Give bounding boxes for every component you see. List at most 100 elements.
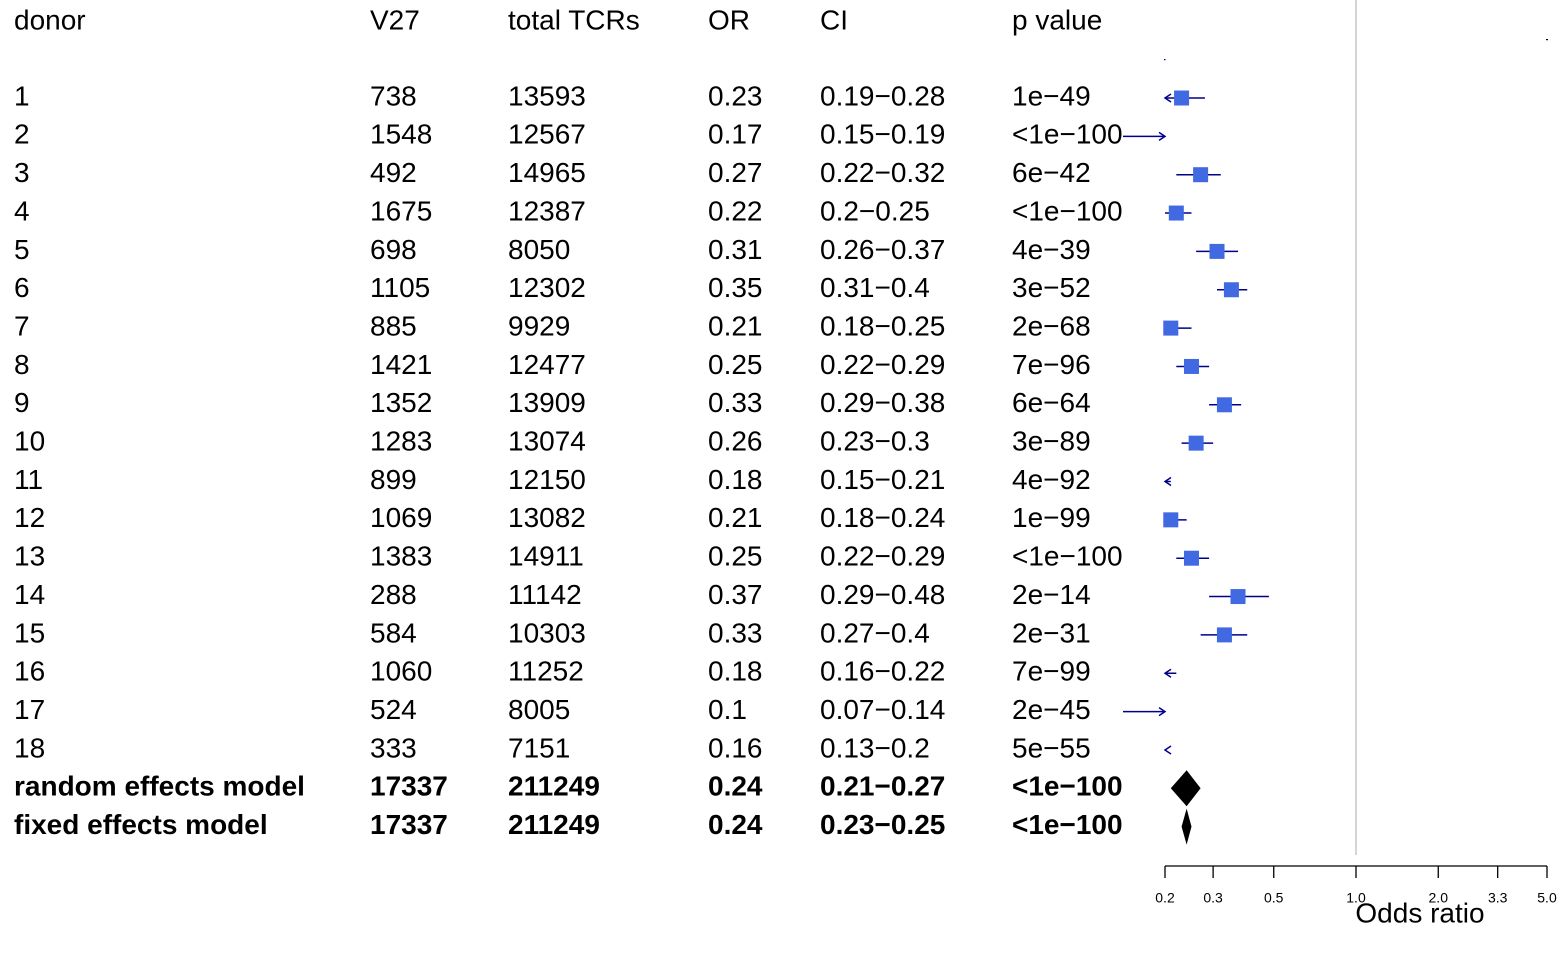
cell-ci: 0.27−0.4: [820, 617, 930, 648]
cell-donor: 18: [14, 732, 45, 763]
cell-total: 9929: [508, 310, 570, 341]
cell-total: 13082: [508, 502, 586, 533]
table-row: 11 899 12150 0.18 0.15−0.21 4e−92: [14, 464, 1091, 495]
cell-ci: 0.23−0.25: [820, 809, 945, 840]
estimate-mark: [1163, 90, 1205, 106]
cell-v27: 17337: [370, 809, 448, 840]
header-p: p value: [1012, 4, 1102, 35]
cell-ci: 0.2−0.25: [820, 195, 930, 226]
cell-v27: 333: [370, 732, 417, 763]
cell-p: <1e−100: [1012, 809, 1123, 840]
cell-ci: 0.22−0.29: [820, 349, 945, 380]
table-row: 8 1421 12477 0.25 0.22−0.29 7e−96: [14, 349, 1091, 380]
table-row: 9 1352 13909 0.33 0.29−0.38 6e−64: [14, 387, 1091, 418]
ci-arrow: [1163, 476, 1172, 487]
cell-v27: 899: [370, 464, 417, 495]
cell-or: 0.27: [708, 157, 763, 188]
table-row: 13 1383 14911 0.25 0.22−0.29 <1e−100: [14, 541, 1123, 572]
estimate-mark: [1163, 476, 1172, 487]
cell-ci: 0.15−0.19: [820, 119, 945, 150]
cell-v27: 1421: [370, 349, 432, 380]
cell-ci: 0.07−0.14: [820, 694, 945, 725]
header-or: OR: [708, 4, 750, 35]
cell-or: 0.33: [708, 617, 763, 648]
cell-total: 211249: [508, 771, 600, 802]
cell-v27: 738: [370, 80, 417, 111]
cell-donor: 13: [14, 541, 45, 572]
cell-v27: 1383: [370, 541, 432, 572]
cell-ci: 0.23−0.3: [820, 426, 930, 457]
cell-or: 0.24: [708, 809, 763, 840]
cell-donor: 10: [14, 426, 45, 457]
estimate-mark: [1163, 745, 1172, 755]
point-estimate: [1193, 167, 1209, 183]
estimate-mark: [1217, 282, 1248, 298]
cell-total: 12477: [508, 349, 586, 380]
point-estimate: [1216, 397, 1232, 413]
point-estimate: [1183, 550, 1199, 566]
estimate-mark: [1209, 589, 1269, 605]
point-estimate: [1183, 358, 1199, 374]
cell-or: 0.21: [708, 502, 763, 533]
table-row: 1 738 13593 0.23 0.19−0.28 1e−49: [14, 80, 1091, 111]
cell-v27: 1548: [370, 119, 432, 150]
cell-p: 7e−99: [1012, 656, 1091, 687]
cell-or: 0.37: [708, 579, 763, 610]
table-row: 3 492 14965 0.27 0.22−0.32 6e−42: [14, 157, 1091, 188]
cell-total: 8005: [508, 694, 570, 725]
cell-total: 14965: [508, 157, 586, 188]
x-tick-label: 2.0: [1429, 890, 1449, 906]
cell-total: 8050: [508, 234, 570, 265]
cell-total: 11252: [508, 656, 584, 687]
cell-p: 3e−89: [1012, 426, 1091, 457]
x-tick-label: 0.3: [1203, 890, 1223, 906]
summary-row: fixed effects model 17337 211249 0.24 0.23−0…: [14, 809, 1123, 840]
forest-marks: [1123, 90, 1269, 845]
cell-p: 2e−68: [1012, 310, 1091, 341]
estimate-mark: [1176, 550, 1210, 566]
cell-ci: 0.22−0.32: [820, 157, 945, 188]
point-estimate: [1188, 435, 1204, 451]
summary-diamond: [1170, 770, 1201, 807]
cell-total: 12302: [508, 272, 586, 303]
estimate-mark: [1176, 167, 1221, 183]
cell-ci: 0.18−0.24: [820, 502, 945, 533]
x-tick-label: 1.0: [1346, 890, 1366, 906]
ci-arrow: [1158, 131, 1167, 141]
ci-arrow: [1163, 668, 1172, 678]
table-row: 17 524 8005 0.1 0.07−0.14 2e−45: [14, 694, 1091, 725]
table-row: 12 1069 13082 0.21 0.18−0.24 1e−99: [14, 502, 1091, 533]
cell-total: 12387: [508, 195, 586, 226]
header-donor: donor: [14, 4, 86, 35]
cell-total: 14911: [508, 541, 584, 572]
cell-ci: 0.26−0.37: [820, 234, 945, 265]
header-ci: CI: [820, 4, 848, 35]
summary-row: random effects model 17337 211249 0.24 0.21−…: [14, 771, 1123, 802]
cell-p: 7e−96: [1012, 349, 1091, 380]
cell-ci: 0.21−0.27: [820, 771, 945, 802]
cell-donor: 3: [14, 157, 30, 188]
cell-ci: 0.15−0.21: [820, 464, 945, 495]
cell-p: 3e−52: [1012, 272, 1091, 303]
estimate-mark: [1200, 627, 1248, 643]
cell-p: <1e−100: [1012, 541, 1123, 572]
cell-p: <1e−100: [1012, 195, 1123, 226]
x-tick-label: 0.2: [1155, 890, 1175, 906]
cell-donor: 8: [14, 349, 30, 380]
cell-p: 4e−39: [1012, 234, 1091, 265]
cell-v27: 1060: [370, 656, 432, 687]
cell-ci: 0.13−0.2: [820, 732, 930, 763]
cell-ci: 0.16−0.22: [820, 656, 945, 687]
cell-or: 0.25: [708, 541, 763, 572]
cell-donor: fixed effects model: [14, 809, 268, 840]
cell-ci: 0.22−0.29: [820, 541, 945, 572]
cell-donor: 12: [14, 502, 45, 533]
cell-donor: 17: [14, 694, 45, 725]
point-estimate: [1168, 205, 1184, 221]
cell-or: 0.17: [708, 119, 763, 150]
x-tick-label: 5.0: [1537, 890, 1557, 906]
cell-or: 0.33: [708, 387, 763, 418]
cell-donor: random effects model: [14, 771, 305, 802]
